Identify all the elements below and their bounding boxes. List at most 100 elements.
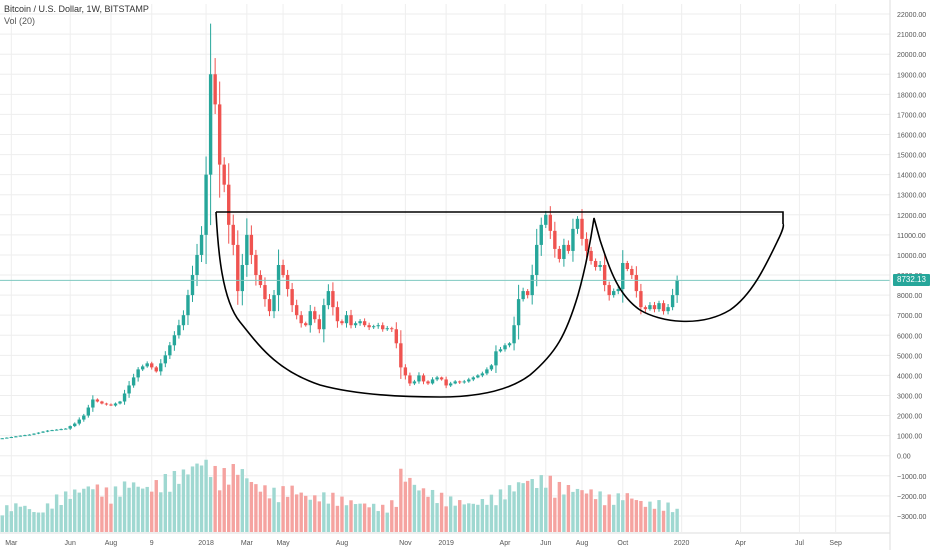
volume-bar xyxy=(539,475,543,532)
candle-body xyxy=(104,403,109,405)
candle-body xyxy=(331,291,335,308)
volume-bar xyxy=(403,481,408,532)
volume-bar xyxy=(41,512,45,532)
volume-bar xyxy=(453,505,457,532)
volume-bar xyxy=(476,504,480,532)
candle-body xyxy=(421,375,426,382)
candle-body xyxy=(462,381,466,383)
volume-bar xyxy=(131,482,136,532)
volume-bar xyxy=(122,481,127,532)
time-tick-label: May xyxy=(276,540,290,547)
candle-body xyxy=(254,254,258,276)
candle-body xyxy=(14,436,18,438)
candle-body xyxy=(304,323,308,326)
price-tick-label: 15000.00 xyxy=(897,153,926,160)
volume-bar xyxy=(612,504,616,532)
price-tick-label: 6000.00 xyxy=(897,333,922,340)
user-drawings[interactable] xyxy=(215,211,785,398)
candle-body xyxy=(73,423,77,427)
volume-bar xyxy=(27,509,32,532)
candle-body xyxy=(494,351,498,366)
volume-bar xyxy=(304,495,308,532)
price-tick-label: 3000.00 xyxy=(897,393,922,400)
candle-body xyxy=(240,264,245,292)
price-tick-label: 4000.00 xyxy=(897,373,922,380)
volume-bar xyxy=(213,465,217,532)
candle-body xyxy=(23,435,27,437)
price-tick-label: 17000.00 xyxy=(897,112,926,119)
volume-bar xyxy=(408,477,412,532)
candle-body xyxy=(18,435,23,437)
volume-bar xyxy=(290,485,294,532)
volume-legend[interactable]: Vol (20) xyxy=(4,16,36,26)
volume-bar xyxy=(439,492,444,532)
candle-body xyxy=(190,275,195,296)
candle-body xyxy=(204,174,208,235)
volume-bar xyxy=(467,503,471,532)
candle-body xyxy=(322,305,326,330)
candle-body xyxy=(580,218,584,239)
candle-body xyxy=(399,343,403,368)
candle-body xyxy=(539,224,543,245)
volume-bar xyxy=(159,492,163,532)
candle-body xyxy=(199,234,204,255)
candle-body xyxy=(5,437,9,439)
candle-body xyxy=(661,303,666,312)
candle-body xyxy=(621,262,625,290)
volume-bar xyxy=(471,503,476,532)
volume-bar xyxy=(36,512,41,532)
time-axis[interactable]: Mar Jun Aug 9 2018 Mar May Aug Nov 2019 Apr Jun Aug O… xyxy=(0,532,890,547)
candle-body xyxy=(36,432,41,434)
volume-bar xyxy=(50,508,54,532)
candle-body xyxy=(9,437,14,439)
volume-bar xyxy=(154,480,158,532)
volume-bar xyxy=(258,491,263,532)
volume-bar xyxy=(435,503,439,532)
volume-bar xyxy=(95,484,100,532)
volume-bar xyxy=(399,468,403,532)
candle-body xyxy=(100,401,104,404)
volume-bar xyxy=(621,500,625,532)
candle-body xyxy=(485,369,489,374)
candle-body xyxy=(150,363,154,368)
candle-body xyxy=(272,295,276,312)
volume-bar xyxy=(580,490,584,532)
candle-body xyxy=(317,319,322,330)
candle-body xyxy=(227,184,231,225)
volume-bar xyxy=(589,489,593,532)
volume-bar xyxy=(32,512,36,532)
volume-bar xyxy=(140,488,145,532)
candle-body xyxy=(208,74,213,175)
volume-bar xyxy=(267,498,272,532)
candle-body xyxy=(435,377,439,380)
volume-bar xyxy=(548,475,553,532)
volume-bar xyxy=(630,498,634,532)
volume-bar xyxy=(639,500,643,532)
volume-bar xyxy=(190,466,195,532)
price-tick-label: 20000.00 xyxy=(897,52,926,59)
candle-body xyxy=(390,328,394,330)
volume-bar xyxy=(657,500,661,532)
volume-bar xyxy=(503,499,507,532)
volume-bar xyxy=(0,515,4,532)
candle-body xyxy=(589,250,593,261)
volume-bar xyxy=(516,482,521,532)
candle-body xyxy=(326,291,331,306)
volume-bar xyxy=(394,506,399,532)
candle-body xyxy=(444,379,448,386)
candle-body xyxy=(281,264,285,276)
volume-bar xyxy=(566,485,571,532)
time-tick-label: Jun xyxy=(540,540,551,547)
volume-bar xyxy=(426,496,430,532)
candle-body xyxy=(657,303,661,310)
volume-bar xyxy=(113,486,118,532)
symbol-legend[interactable]: Bitcoin / U.S. Dollar, 1W, BITSTAMP xyxy=(4,4,149,14)
candle-body xyxy=(634,275,639,292)
candle-body xyxy=(476,375,480,378)
candle-body xyxy=(625,262,630,270)
candle-body xyxy=(181,315,186,326)
volume-bar xyxy=(63,491,68,532)
volume-bar xyxy=(670,512,675,532)
candle-body xyxy=(340,321,344,324)
